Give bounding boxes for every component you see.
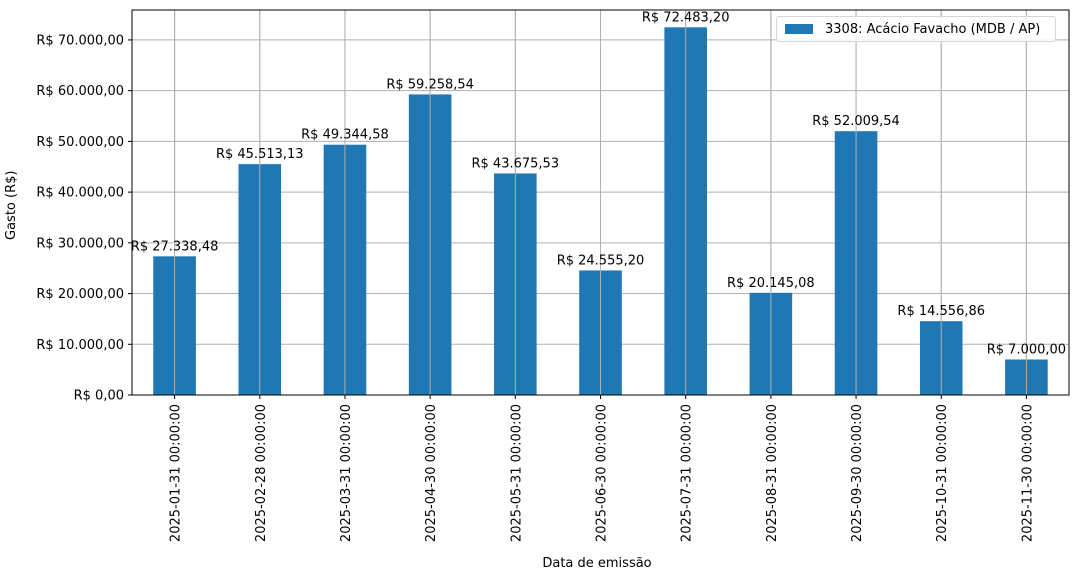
- y-tick-label: R$ 20.000,00: [36, 287, 124, 302]
- x-tick-label: 2025-06-30 00:00:00: [595, 404, 610, 542]
- x-tick-label: 2025-01-31 00:00:00: [169, 404, 184, 542]
- y-axis-ticks: R$ 0,00 R$ 10.000,00 R$ 20.000,00 R$ 30.000…: [36, 33, 132, 404]
- x-tick-label: 2025-03-31 00:00:00: [339, 404, 354, 542]
- y-tick-label: R$ 60.000,00: [36, 84, 124, 99]
- bar-value-label: R$ 43.675,53: [472, 156, 560, 171]
- y-tick-label: R$ 10.000,00: [36, 338, 124, 353]
- y-tick-label: R$ 50.000,00: [36, 135, 124, 150]
- bar-value-label: R$ 72.483,20: [642, 10, 730, 25]
- x-tick-label: 2025-07-31 00:00:00: [680, 404, 695, 542]
- x-axis-label: Data de emissão: [542, 556, 651, 571]
- bar-value-label: R$ 59.258,54: [386, 77, 474, 92]
- x-tick-label: 2025-04-30 00:00:00: [424, 404, 439, 542]
- bar-value-label: R$ 20.145,08: [727, 276, 815, 291]
- y-tick-label: R$ 70.000,00: [36, 33, 124, 48]
- bar-value-label: R$ 7.000,00: [987, 342, 1066, 357]
- y-tick-label: R$ 40.000,00: [36, 186, 124, 201]
- bar-value-label: R$ 14.556,86: [897, 304, 985, 319]
- bar-value-label: R$ 24.555,20: [557, 253, 645, 268]
- x-tick-label: 2025-09-30 00:00:00: [850, 404, 865, 542]
- bar-value-label: R$ 49.344,58: [301, 128, 389, 143]
- y-tick-label: R$ 0,00: [74, 389, 124, 404]
- x-tick-label: 2025-05-31 00:00:00: [509, 404, 524, 542]
- bar-value-label: R$ 45.513,13: [216, 147, 304, 162]
- y-axis-label: Gasto (R$): [4, 170, 19, 240]
- x-tick-label: 2025-08-31 00:00:00: [765, 404, 780, 542]
- x-gridlines-over-bars: [174, 10, 1027, 395]
- legend-label: 3308: Acácio Favacho (MDB / AP): [825, 21, 1041, 37]
- bar-value-label: R$ 52.009,54: [812, 114, 900, 129]
- y-tick-label: R$ 30.000,00: [36, 236, 124, 251]
- legend-swatch: [785, 24, 813, 34]
- x-tick-label: 2025-10-31 00:00:00: [935, 404, 950, 542]
- bar-value-labels: R$ 27.338,48 R$ 45.513,13 R$ 49.344,58 R$ 5…: [131, 10, 1066, 357]
- x-axis-ticks: 2025-01-31 00:00:00 2025-02-28 00:00:00 20…: [169, 395, 1035, 542]
- x-tick-label: 2025-11-30 00:00:00: [1020, 404, 1035, 542]
- bar-value-label: R$ 27.338,48: [131, 239, 219, 254]
- x-tick-label: 2025-02-28 00:00:00: [254, 404, 269, 542]
- legend: 3308: Acácio Favacho (MDB / AP): [776, 16, 1056, 42]
